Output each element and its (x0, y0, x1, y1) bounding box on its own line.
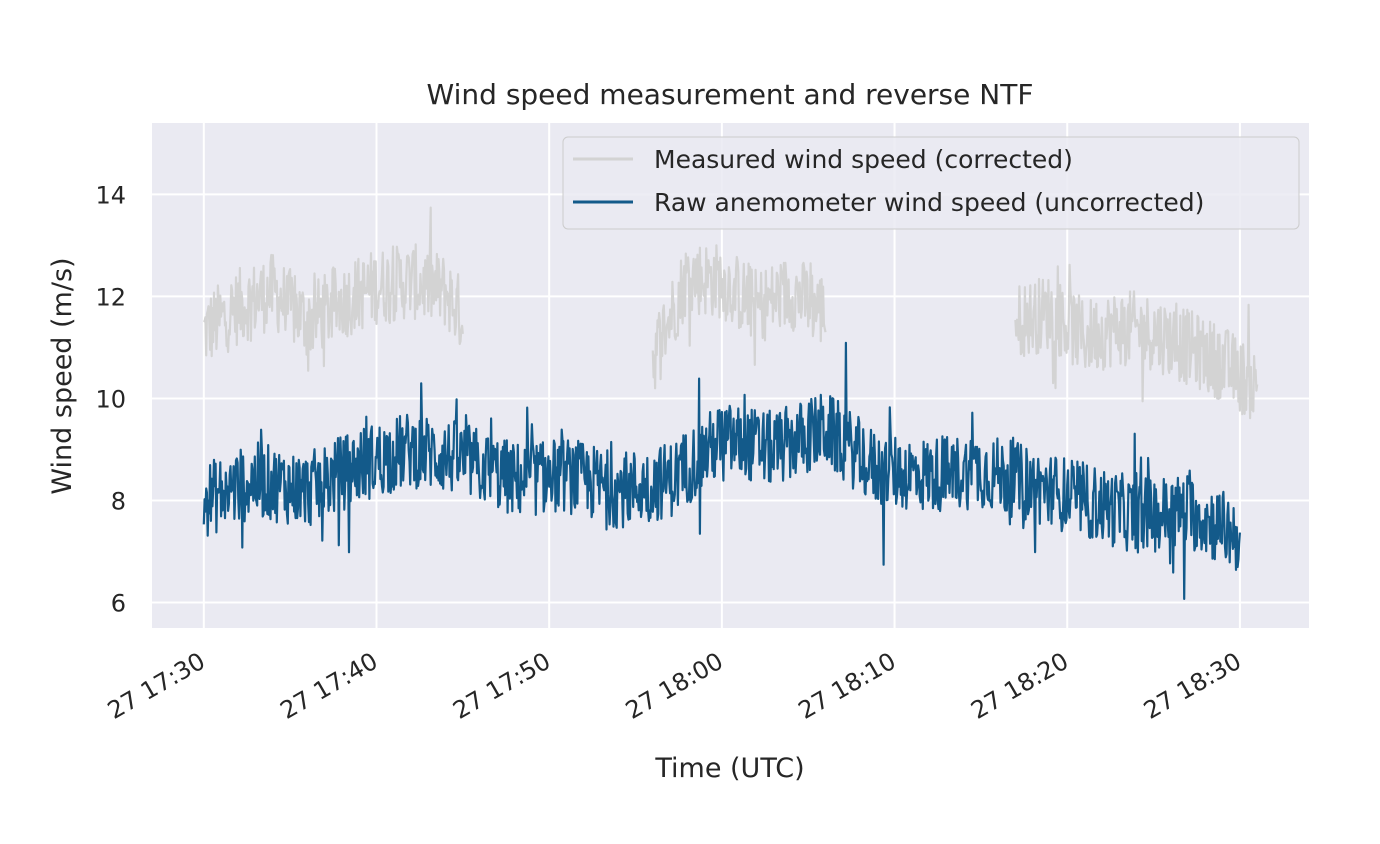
series-measured-line (1014, 263, 1259, 420)
x-axis-label: Time (UTC) (654, 753, 804, 784)
chart-title: Wind speed measurement and reverse NTF (427, 78, 1034, 111)
series-measured-line (202, 206, 464, 372)
y-tick-labels: 6 8 10 12 14 (95, 181, 126, 617)
y-tick-label: 12 (95, 283, 126, 311)
legend-box (562, 136, 1300, 230)
legend: Measured wind speed (corrected) Raw anem… (562, 136, 1300, 230)
y-tick-label: 6 (111, 589, 126, 617)
series-layer (202, 206, 1259, 600)
y-tick-label: 14 (95, 181, 126, 209)
legend-label-raw: Raw anemometer wind speed (uncorrected) (654, 188, 1204, 217)
series-measured-line (651, 244, 827, 390)
series-raw-line (202, 341, 1241, 600)
y-tick-label: 10 (95, 385, 126, 413)
y-axis-label: Wind speed (m/s) (47, 257, 78, 494)
y-tick-label: 8 (111, 487, 126, 515)
legend-label-measured: Measured wind speed (corrected) (654, 145, 1073, 174)
